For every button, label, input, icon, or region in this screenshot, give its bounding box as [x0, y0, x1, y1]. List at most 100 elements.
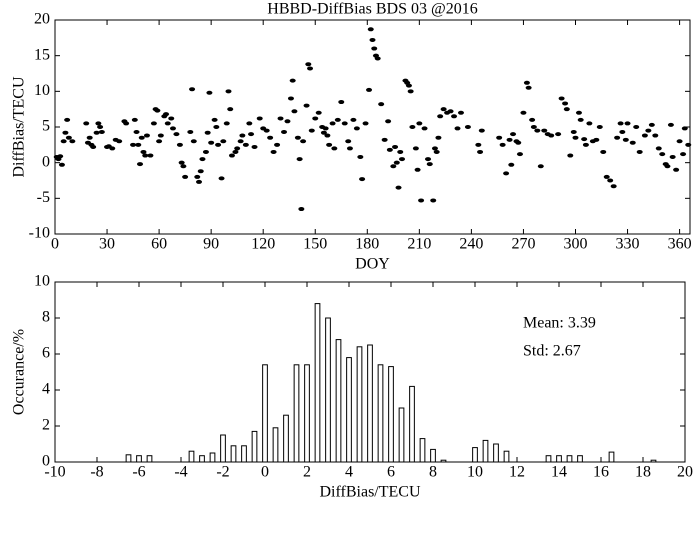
point [570, 129, 577, 134]
point [199, 157, 206, 162]
point [131, 117, 138, 122]
bar [503, 450, 510, 463]
point [508, 162, 515, 167]
point [641, 133, 648, 138]
point [386, 147, 393, 152]
x-tick-label: 8 [429, 464, 437, 481]
y-tick-label: 10 [34, 82, 50, 99]
bar [388, 366, 394, 463]
point [412, 146, 419, 151]
point [163, 112, 170, 117]
point [600, 149, 607, 154]
point [431, 146, 438, 151]
point [287, 96, 294, 101]
bar [146, 455, 153, 463]
point [353, 126, 360, 131]
point [676, 139, 683, 144]
point [586, 121, 593, 126]
point [256, 116, 263, 121]
point [197, 169, 204, 174]
point [345, 139, 352, 144]
point [596, 125, 603, 129]
point [143, 133, 150, 138]
point [232, 149, 239, 154]
x-tick-label: 150 [303, 236, 327, 253]
x-tick-label: 10 [467, 464, 483, 481]
point [407, 89, 414, 94]
bar [545, 455, 552, 463]
point [90, 144, 97, 149]
point [307, 66, 314, 71]
y-tick-label: 0 [42, 153, 50, 170]
point [669, 154, 676, 159]
bar [199, 455, 205, 463]
point [350, 117, 357, 122]
point [202, 149, 209, 154]
point [281, 129, 288, 134]
x-tick-label: -10 [44, 464, 65, 481]
point [510, 132, 517, 137]
point [239, 133, 246, 138]
x-axis-label: DOY [355, 256, 390, 273]
point [629, 140, 636, 145]
point [331, 146, 338, 151]
point [308, 128, 315, 133]
point [156, 139, 163, 144]
point [659, 152, 666, 157]
point [477, 149, 484, 154]
point [312, 116, 319, 121]
x-tick-label: 90 [203, 236, 219, 253]
point [496, 135, 503, 140]
point [206, 90, 213, 95]
x-tick-label: 0 [51, 236, 59, 253]
point [503, 171, 510, 176]
point [622, 137, 629, 142]
point [218, 176, 225, 181]
point [208, 140, 215, 145]
point [405, 83, 412, 88]
point [204, 130, 211, 135]
bar [419, 438, 426, 463]
x-tick-label: 14 [551, 464, 567, 481]
x-tick-label: 4 [345, 464, 353, 481]
point [440, 107, 447, 112]
point [137, 162, 144, 167]
point [575, 110, 582, 115]
point [173, 132, 180, 137]
point [437, 114, 444, 119]
point [267, 135, 274, 140]
bar [398, 407, 405, 463]
y-tick-label: 6 [42, 345, 50, 362]
point [154, 108, 161, 113]
point [97, 125, 104, 129]
point [617, 121, 624, 126]
point [523, 80, 530, 85]
point [680, 152, 687, 157]
x-tick-label: 120 [251, 236, 275, 253]
point [534, 128, 541, 133]
point [636, 149, 643, 154]
point [93, 130, 100, 135]
point [648, 122, 655, 127]
point [414, 167, 421, 172]
bar [304, 364, 310, 463]
point [371, 46, 378, 51]
point [409, 125, 416, 129]
point [454, 126, 461, 131]
point [303, 103, 310, 108]
point [329, 121, 336, 126]
point [681, 126, 688, 131]
y-tick-label: -5 [37, 189, 50, 206]
point [274, 142, 281, 147]
bar [188, 450, 195, 463]
point [367, 27, 374, 32]
point [645, 128, 652, 133]
point [447, 109, 454, 114]
point [393, 160, 400, 165]
point [300, 139, 307, 144]
bar [125, 454, 132, 463]
point [475, 142, 482, 147]
bar [367, 344, 373, 463]
point [157, 133, 164, 138]
point [451, 114, 458, 119]
